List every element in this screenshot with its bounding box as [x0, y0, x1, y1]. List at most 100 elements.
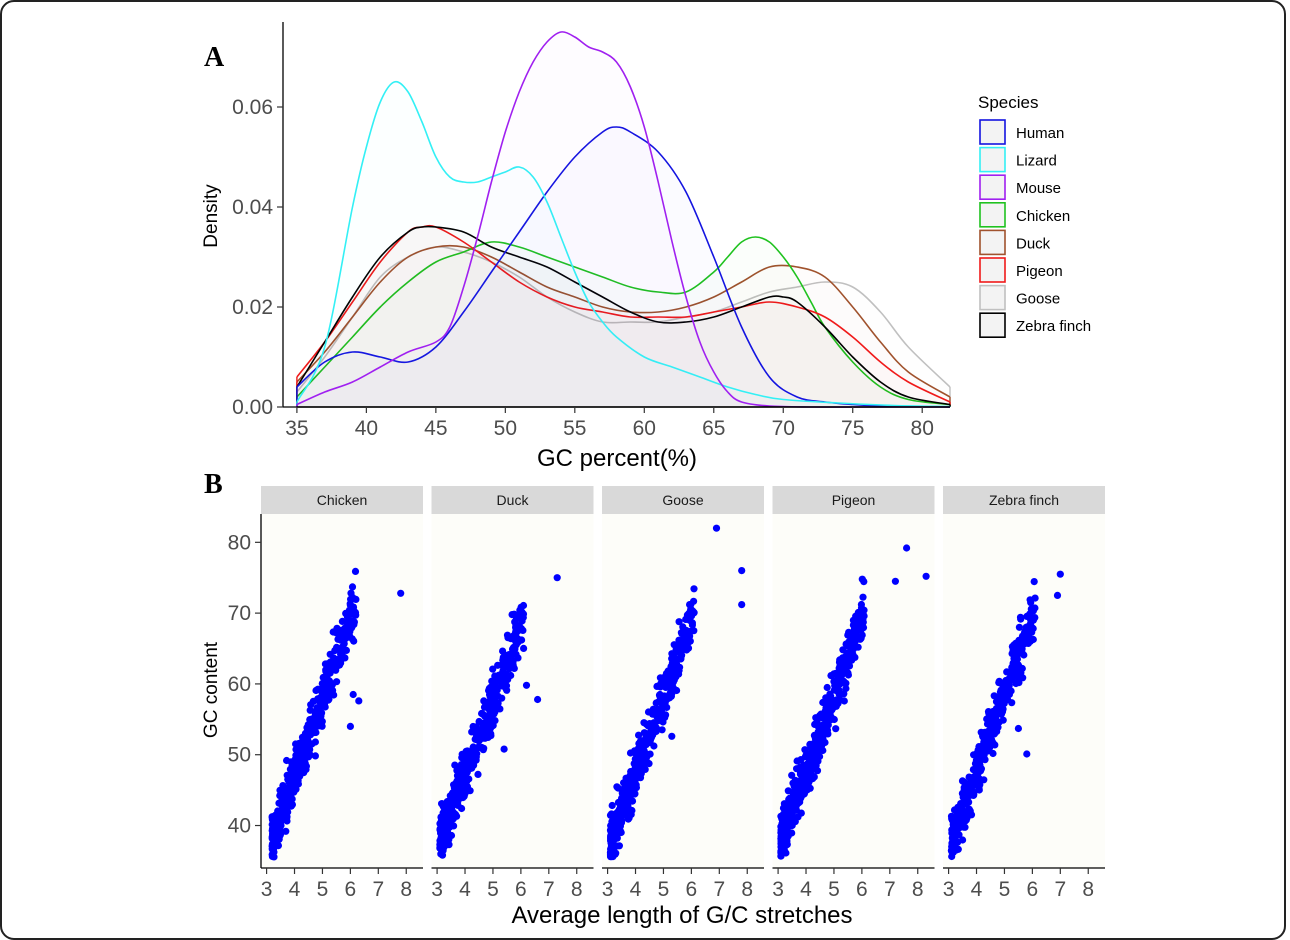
data-point: [487, 693, 496, 701]
facet-chicken: Chicken 3 4 5 6 7 8 40 50 60 70 80: [228, 486, 423, 901]
legend-key-zebra-finch: [979, 312, 1006, 339]
data-point: [832, 725, 840, 733]
data-point: [474, 770, 482, 779]
data-point: [678, 630, 686, 638]
data-point-outlier: [346, 722, 354, 731]
data-point: [799, 773, 807, 781]
data-point: [627, 779, 636, 787]
data-point: [488, 677, 496, 685]
facet-x-tick-label: 5: [487, 878, 499, 901]
data-point-outlier: [668, 732, 676, 740]
data-point: [948, 829, 956, 837]
data-point: [618, 812, 626, 820]
density-y-tick-label: 0.04: [232, 196, 273, 219]
data-point: [811, 756, 819, 764]
data-point: [646, 720, 654, 728]
data-point-outlier: [1023, 750, 1031, 758]
data-point: [983, 737, 991, 745]
facet-x-tick-label: 7: [543, 878, 555, 901]
data-point: [782, 806, 790, 814]
density-curves: [296, 31, 951, 408]
data-point: [983, 743, 991, 751]
data-point-outlier: [891, 577, 900, 585]
facet-points: [268, 567, 405, 861]
data-point: [657, 707, 665, 715]
data-point: [999, 705, 1007, 713]
legend-key-chicken: [979, 202, 1006, 228]
data-point: [456, 790, 464, 798]
data-point: [981, 756, 989, 764]
data-point: [1026, 637, 1034, 645]
facet-duck: Duck 3 4 5 6 7 8: [431, 486, 594, 901]
data-point: [511, 645, 519, 653]
data-point: [499, 653, 507, 662]
facet-x-tick-label: 6: [856, 878, 868, 901]
facet-x-tick-label: 5: [828, 878, 840, 901]
data-point: [785, 816, 793, 824]
data-point: [275, 799, 283, 807]
data-point: [684, 630, 692, 638]
facet-points: [947, 570, 1064, 861]
density-x-tick-label: 70: [772, 417, 795, 440]
data-point: [517, 615, 525, 623]
data-point: [791, 776, 799, 785]
data-point: [1015, 623, 1024, 631]
facet-x-tick-label: 7: [1054, 878, 1066, 901]
legend-label-goose: Goose: [1016, 291, 1060, 308]
facet-points: [777, 544, 930, 860]
data-point: [636, 761, 644, 769]
data-point: [321, 660, 329, 668]
data-point: [973, 749, 981, 757]
data-point: [835, 676, 844, 685]
facet-x-tick-label: 6: [515, 878, 527, 901]
legend-label-human: Human: [1016, 125, 1064, 142]
data-point: [846, 651, 855, 659]
data-point: [824, 707, 832, 715]
data-point: [857, 634, 865, 642]
data-point: [311, 711, 319, 720]
data-point: [971, 775, 980, 783]
data-point-outlier: [922, 572, 930, 580]
data-point: [268, 842, 276, 850]
data-point: [292, 745, 300, 754]
legend-key-lizard: [979, 146, 1006, 173]
data-point: [453, 798, 461, 806]
data-point: [328, 680, 336, 688]
data-point: [658, 726, 666, 734]
data-point: [955, 831, 963, 839]
legend-item-lizard: Lizard: [979, 146, 1057, 173]
data-point: [514, 623, 523, 631]
data-point: [636, 738, 644, 746]
data-point: [518, 608, 526, 616]
data-point: [979, 749, 988, 757]
data-point: [689, 607, 697, 616]
data-point: [794, 788, 802, 797]
panel-b-label: B: [204, 469, 223, 500]
data-point: [288, 801, 296, 809]
data-point-outlier: [397, 589, 405, 597]
data-point: [1017, 615, 1025, 623]
data-point: [997, 686, 1005, 694]
data-point: [657, 680, 665, 688]
scatter-y-axis-title: GC content: [201, 641, 222, 738]
data-point: [440, 804, 448, 812]
data-point: [856, 618, 864, 627]
density-x-tick-label: 50: [494, 417, 517, 440]
data-point: [323, 667, 331, 675]
data-point: [283, 791, 291, 799]
data-point: [957, 804, 966, 812]
data-point: [682, 615, 690, 624]
data-point: [271, 812, 279, 820]
facet-x-tick-label: 6: [1027, 878, 1039, 901]
density-x-axis-title: GC percent(%): [537, 445, 697, 472]
facet-strip: [772, 486, 935, 514]
facet-y-tick-label: 40: [228, 815, 251, 838]
data-point: [493, 686, 501, 694]
facet-points: [436, 574, 561, 859]
data-point: [975, 785, 983, 793]
data-point: [777, 836, 785, 845]
facet-x-tick-label: 3: [431, 878, 443, 901]
data-point: [1005, 675, 1013, 683]
data-point: [668, 650, 676, 658]
facet-x-tick-label: 4: [459, 878, 471, 901]
